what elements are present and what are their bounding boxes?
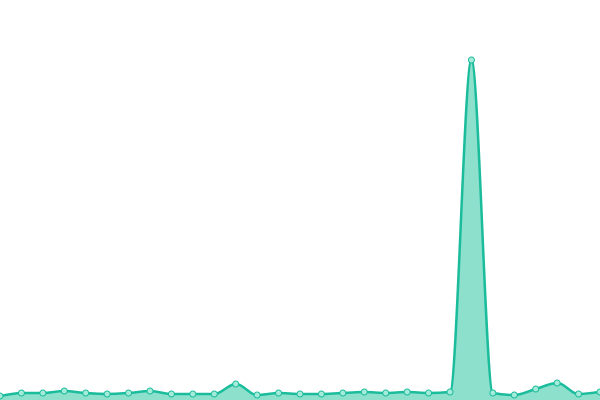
- point: [82, 389, 90, 397]
- point: [253, 391, 261, 399]
- point: [489, 389, 497, 397]
- point: [103, 390, 111, 398]
- point: [317, 390, 325, 398]
- point: [275, 389, 283, 397]
- point: [510, 391, 518, 399]
- point: [167, 390, 175, 398]
- point: [382, 389, 390, 397]
- point: [189, 390, 197, 398]
- point: [17, 389, 25, 397]
- point: [210, 390, 218, 398]
- point: [467, 56, 475, 64]
- point: [0, 392, 4, 400]
- point: [125, 389, 133, 397]
- point: [446, 388, 454, 396]
- point: [403, 388, 411, 396]
- point: [575, 390, 583, 398]
- point: [60, 387, 68, 395]
- line: [0, 58, 600, 398]
- point: [146, 387, 154, 395]
- point: [39, 389, 47, 397]
- point: [339, 389, 347, 397]
- point: [296, 390, 304, 398]
- point: [360, 388, 368, 396]
- point: [553, 379, 561, 387]
- point: [425, 389, 433, 397]
- point: [596, 388, 600, 396]
- point: [532, 385, 540, 393]
- area: [0, 60, 600, 400]
- point: [232, 380, 240, 388]
